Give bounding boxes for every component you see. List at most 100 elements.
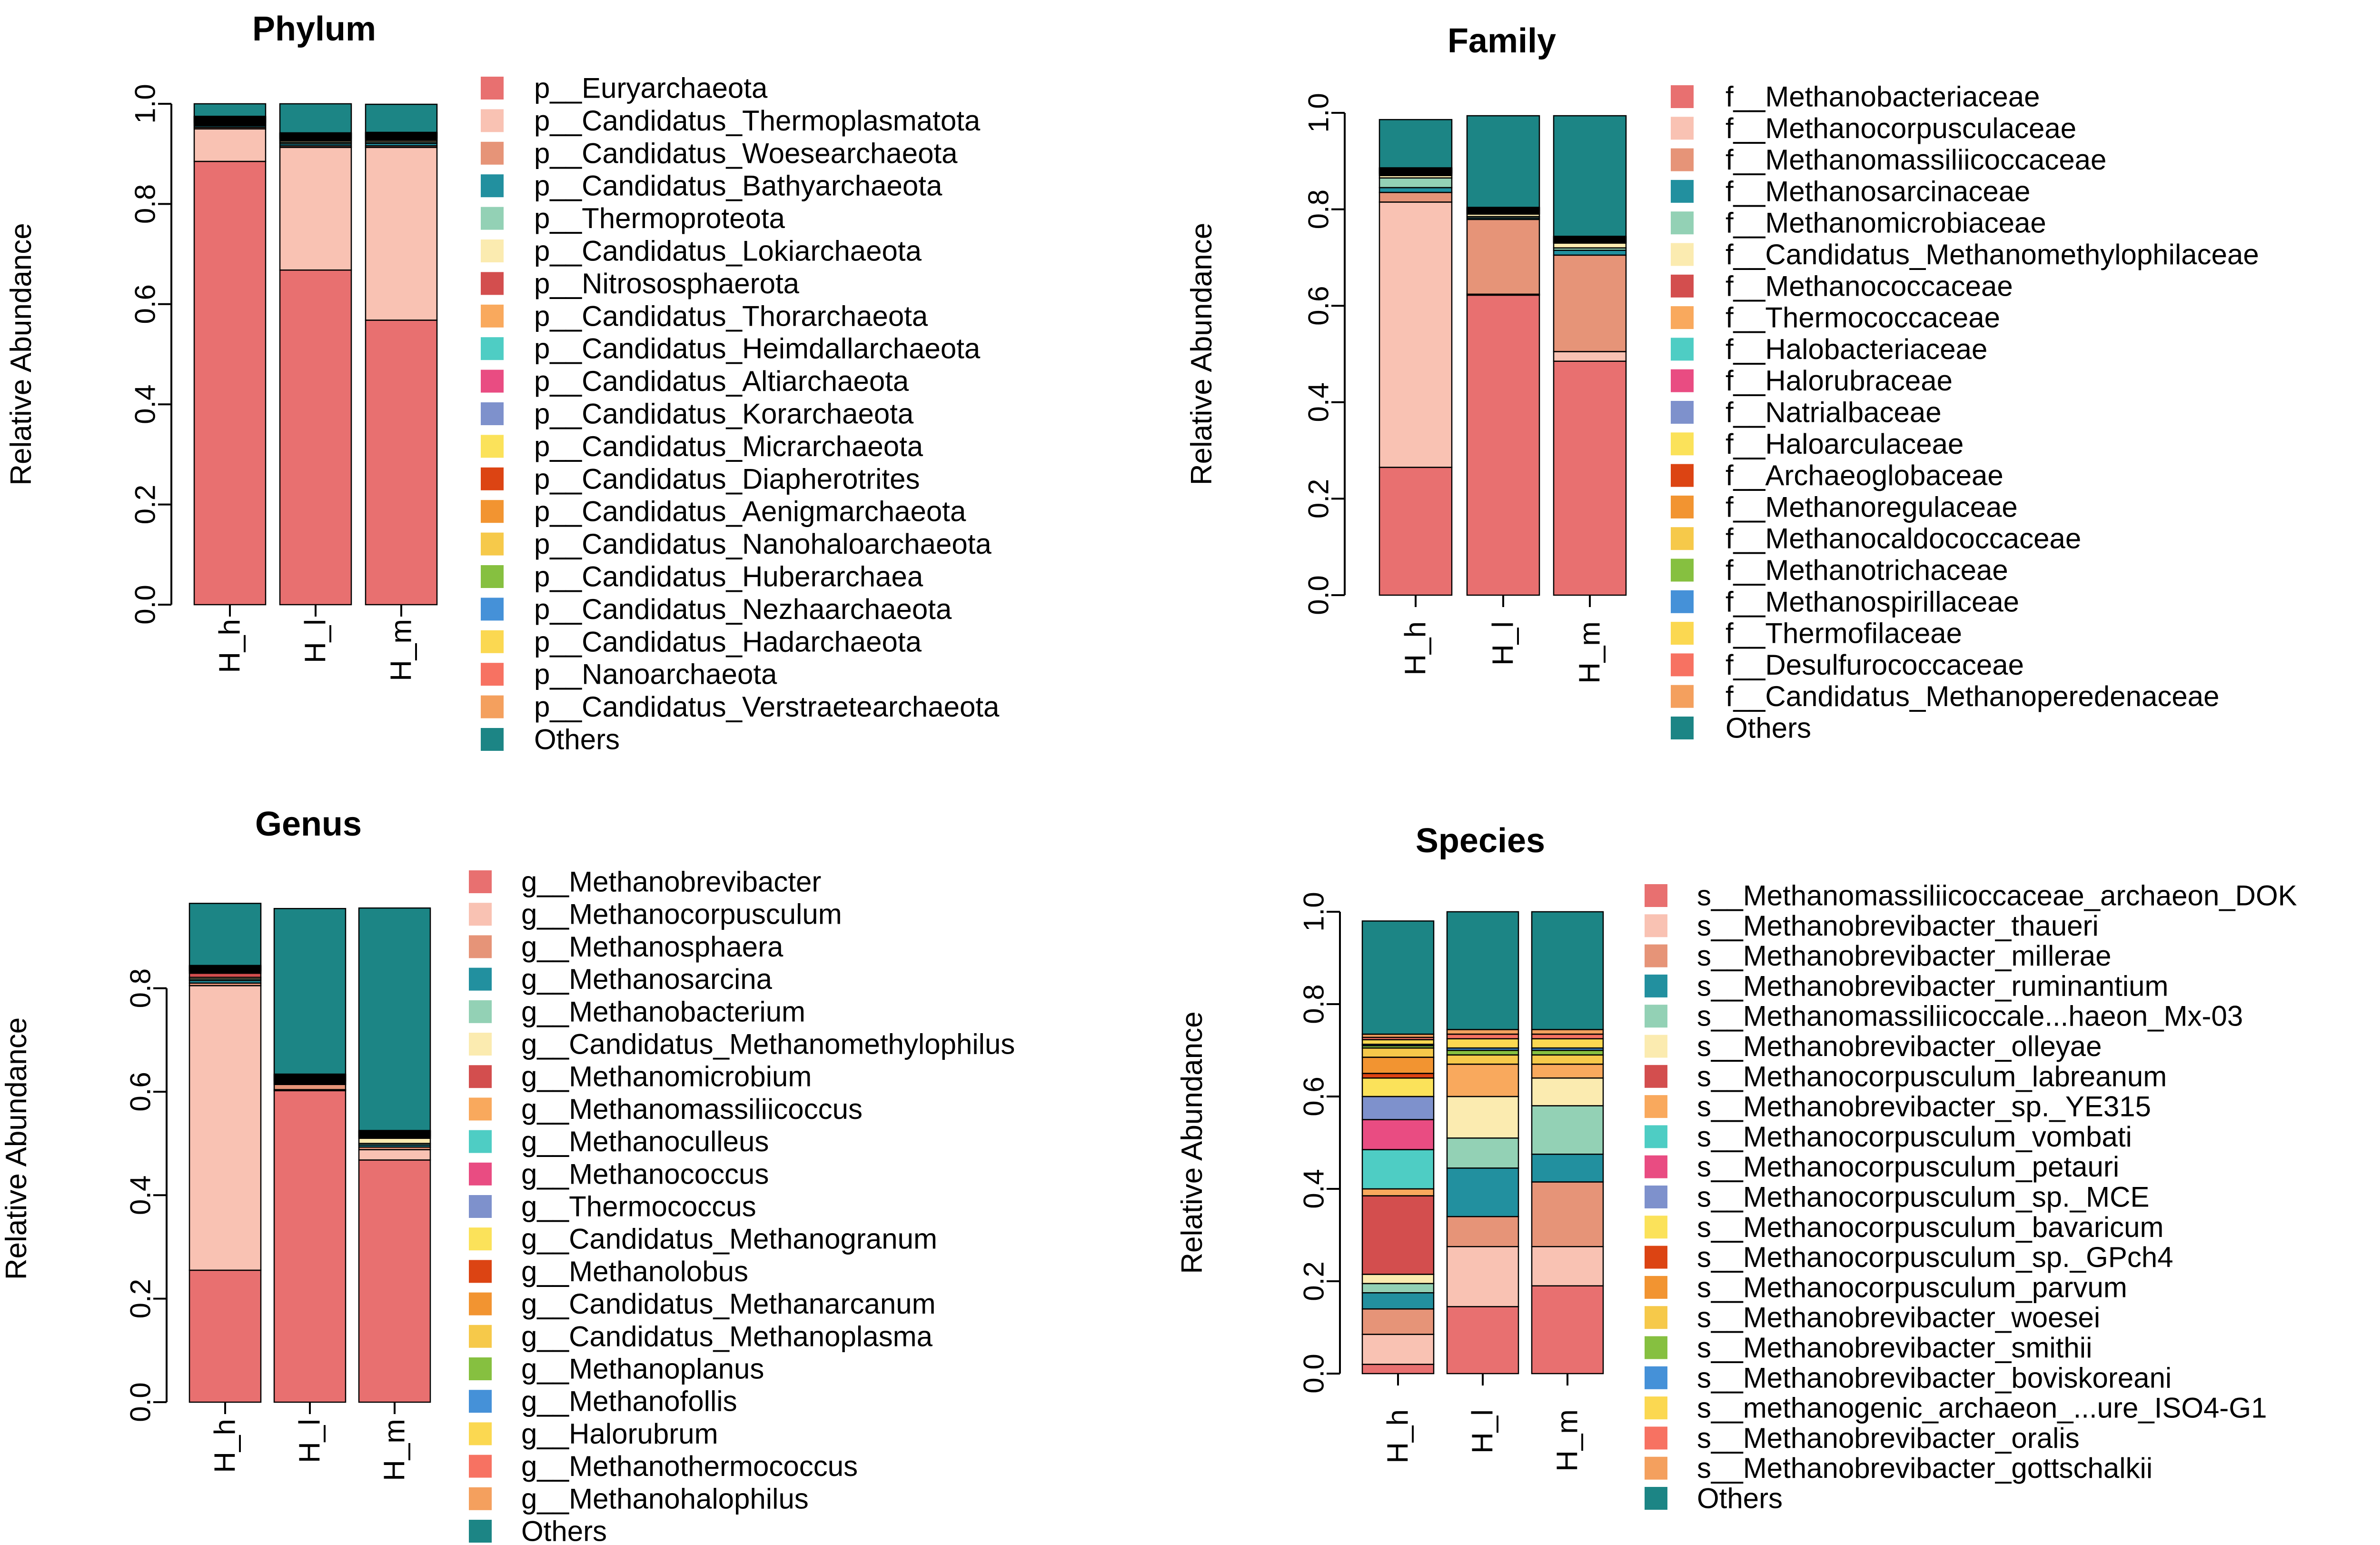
legend-label: f__Candidatus_Methanoperedenaceae	[1726, 680, 2220, 712]
legend-label: g__Methanohalophilus	[521, 1483, 809, 1515]
legend-label: g__Methanoplanus	[521, 1353, 764, 1385]
legend-swatch	[481, 239, 504, 262]
bar-segment	[1361, 1274, 1435, 1285]
legend-swatch	[469, 870, 492, 893]
legend-swatch	[1671, 717, 1694, 739]
legend-label: s__Methanocorpusculum_sp._MCE	[1697, 1181, 2149, 1213]
legend-swatch	[1645, 1186, 1667, 1208]
bar-segment	[1531, 1105, 1604, 1155]
y-tick-label: 0.8	[129, 184, 161, 224]
legend-swatch	[1645, 974, 1667, 997]
x-tick-label: H_l	[1487, 621, 1520, 666]
y-tick-label: 0.6	[1298, 1077, 1330, 1116]
bar-segment	[1361, 1364, 1435, 1375]
bar-segment	[279, 103, 352, 134]
legend-label: g__Methanobacterium	[521, 996, 805, 1027]
legend-swatch	[469, 1422, 492, 1445]
bar-segment	[365, 103, 438, 133]
y-tick-label: 0.4	[125, 1176, 157, 1215]
legend-label: f__Methanomassiliicoccaceae	[1726, 144, 2106, 176]
legend-swatch	[481, 402, 504, 425]
x-tick-label: H_l	[294, 1419, 327, 1463]
bar-segment	[1378, 467, 1453, 596]
bar-segment	[358, 1149, 431, 1161]
legend-label: f__Thermococcaceae	[1726, 302, 2000, 334]
bar-segment	[1446, 1054, 1519, 1065]
y-axis-label: Relative Abundance	[0, 1017, 33, 1280]
x-tick-label: H_h	[209, 1419, 242, 1473]
bar-segment	[1361, 1057, 1435, 1074]
bar-segment	[188, 1269, 262, 1403]
legend-swatch	[1645, 1095, 1667, 1118]
legend-swatch	[469, 1390, 492, 1413]
bar-segment	[1446, 1216, 1519, 1247]
bar-segment	[188, 985, 262, 1271]
y-tick-label: 1.0	[1298, 892, 1330, 931]
bar-segment	[365, 319, 438, 606]
legend-label: g__Methanofollis	[521, 1386, 737, 1417]
legend-label: g__Methanothermococcus	[521, 1450, 858, 1482]
legend-label: s__Methanobrevibacter_ruminantium	[1697, 970, 2169, 1002]
legend-label: p__Candidatus_Thermoplasmatota	[534, 105, 981, 137]
legend-label: g__Methanoculleus	[521, 1126, 769, 1157]
legend-swatch	[1645, 1125, 1667, 1148]
legend-label: p__Euryarchaeota	[534, 72, 768, 104]
bar-segment	[1553, 254, 1627, 352]
legend-label: p__Candidatus_Woesearchaeota	[534, 137, 958, 169]
legend-label: f__Candidatus_Methanomethylophilaceae	[1726, 239, 2259, 270]
y-tick-label: 0.2	[1303, 479, 1335, 518]
legend-swatch	[481, 77, 504, 100]
bar-segment	[1361, 920, 1435, 1035]
y-tick-label: 0.0	[129, 585, 161, 624]
bar-segment	[358, 1137, 431, 1144]
legend-swatch	[1671, 274, 1694, 298]
legend-label: s__Methanobrevibacter_oralis	[1697, 1422, 2080, 1454]
y-tick-label: 0.4	[1303, 382, 1335, 422]
bar-segment	[1466, 219, 1540, 295]
legend-swatch	[481, 272, 504, 295]
legend-swatch	[1671, 527, 1694, 550]
legend-label: g__Methanococcus	[521, 1158, 769, 1190]
legend-label: s__Methanobrevibacter_thaueri	[1697, 910, 2099, 942]
bar-segment	[1361, 1073, 1435, 1079]
bar-segment	[1531, 1154, 1604, 1183]
legend-label: f__Methanomicrobiaceae	[1726, 207, 2046, 239]
bar-segment	[1446, 1167, 1519, 1217]
legend-swatch	[1671, 401, 1694, 424]
legend-swatch	[469, 1130, 492, 1153]
legend-swatch	[1645, 1246, 1667, 1269]
legend-label: p__Candidatus_Huberarchaea	[534, 561, 923, 593]
bar-segment	[1446, 1137, 1519, 1169]
x-tick-label: H_h	[1399, 621, 1432, 676]
legend-swatch	[469, 1000, 492, 1023]
x-tick-label: H_h	[1382, 1409, 1415, 1464]
bar-segment	[1446, 1049, 1519, 1056]
legend-swatch	[1645, 1366, 1667, 1389]
legend-label: f__Methanobacteriaceae	[1726, 81, 2040, 113]
y-tick-label: 0.8	[1303, 189, 1335, 229]
y-tick-label: 0.4	[1298, 1169, 1330, 1208]
legend-swatch	[481, 304, 504, 328]
legend-label: g__Methanomassiliicoccus	[521, 1093, 863, 1125]
y-axis-label: Relative Abundance	[1176, 1011, 1209, 1274]
legend-swatch	[1671, 117, 1694, 140]
bar-segment	[1531, 1049, 1604, 1056]
x-tick-label: H_m	[378, 1419, 411, 1481]
legend-label: g__Methanomicrobium	[521, 1061, 812, 1093]
bar-segment	[1361, 1047, 1435, 1058]
bar-segment	[1531, 1029, 1604, 1035]
legend-swatch	[481, 695, 504, 718]
legend-label: p__Candidatus_Korarchaeota	[534, 398, 914, 430]
chart-title: Species	[1416, 822, 1545, 860]
legend-label: g__Candidatus_Methanogranum	[521, 1223, 937, 1255]
legend-swatch	[1645, 1306, 1667, 1329]
chart-title: Genus	[255, 805, 362, 843]
legend-label: f__Methanotrichaceae	[1726, 554, 2008, 586]
bar-segment	[1446, 1246, 1519, 1307]
legend-swatch	[469, 1357, 492, 1380]
legend-swatch	[481, 141, 504, 165]
legend-swatch	[481, 369, 504, 393]
legend-swatch	[469, 967, 492, 991]
legend-label: g__Methanosarcina	[521, 963, 773, 995]
legend-label: s__Methanobrevibacter_gottschalkii	[1697, 1452, 2152, 1484]
